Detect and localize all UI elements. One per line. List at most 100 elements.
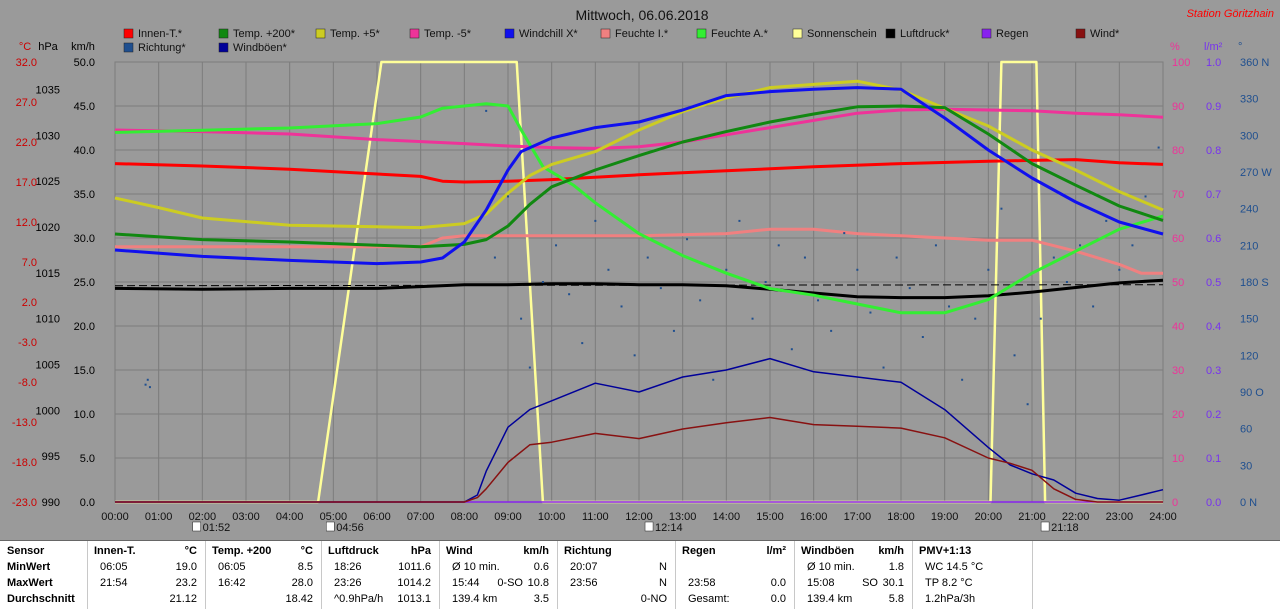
richtung-point-24: [751, 317, 754, 320]
left-tick-1-6: 1005: [36, 360, 60, 372]
stats-cell-row: 18.42: [206, 593, 321, 609]
legend-swatch-1: [218, 28, 229, 39]
stats-group-unit: hPa: [410, 545, 431, 557]
stats-time: Ø 10 min.: [452, 561, 500, 573]
stats-value: 0-NO: [640, 593, 667, 605]
stats-group-title: Windböen: [801, 545, 855, 557]
stats-group-unit: km/h: [523, 545, 549, 557]
stats-cell-row: 15:08 SO 30.1: [795, 577, 912, 593]
left-tick-2-2: 40.0: [74, 145, 95, 157]
stats-time: 139.4 km: [452, 593, 498, 605]
richtung-point-21: [712, 378, 715, 381]
stats-row-min: MinWert: [7, 561, 51, 573]
x-tick-2: 02:00: [189, 511, 217, 523]
left-tick-2-3: 35.0: [74, 189, 95, 201]
marker-label-1: 04:56: [336, 522, 364, 534]
richtung-point-39: [948, 305, 951, 308]
stats-dir: SO: [862, 577, 878, 589]
right-tick-2-6: 180 S: [1240, 277, 1269, 289]
series-temp-5-: [114, 79, 1164, 230]
legend-label-8: Luftdruck*: [900, 28, 950, 40]
richtung-point-49: [1079, 244, 1082, 247]
richtung-point-55: [1157, 146, 1160, 149]
richtung-point-8: [541, 281, 544, 283]
grid: [114, 61, 1164, 503]
richtung-point-23: [738, 219, 741, 222]
stats-time: Gesamt:: [688, 593, 730, 605]
stats-time: 15:08: [807, 577, 835, 589]
richtung-point-17: [659, 287, 662, 290]
right-tick-1-6: 0.4: [1206, 321, 1221, 333]
stats-group-4: Richtung 20:07 N 23:56 N 0-NO: [558, 541, 676, 609]
stats-value: 0.0: [770, 593, 786, 605]
marker-label-0: 01:52: [203, 522, 231, 534]
right-tick-2-12: 0 N: [1240, 497, 1257, 509]
stats-row-max: MaxWert: [7, 577, 53, 589]
series-luftdruck-: [114, 278, 1164, 300]
right-tick-1-7: 0.3: [1206, 365, 1221, 377]
left-axis-title-0: °C: [19, 41, 31, 53]
stats-value: 23.2: [175, 577, 197, 589]
stats-time: 23:58: [688, 577, 716, 589]
legend-label-7: Sonnenschein: [807, 28, 877, 40]
stats-dir: 0-SO: [497, 577, 523, 589]
axes: °C 32.0 27.0 22.0 17.0 12.0 7.0 2.0 -3.0 -8.0 -13.…: [12, 41, 1272, 523]
stats-cell-row: Gesamt: 0.0: [676, 593, 794, 609]
richtung-point-19: [686, 238, 689, 241]
legend-label-5: Feuchte I.*: [615, 28, 669, 40]
stats-group-7: PMV+1:13 WC 14.5 °C TP 8.2 °C 1.2hPa/3h: [913, 541, 1033, 609]
stats-group-title: Temp. +200: [212, 545, 272, 557]
x-tick-13: 13:00: [669, 511, 697, 523]
legend-swatch-11: [123, 42, 134, 53]
stats-group-6: Windböen km/h Ø 10 min. 1.8 15:08 SO 30.1 139.4…: [795, 541, 913, 609]
stats-value: 10.8: [527, 577, 549, 589]
stats-value: 0.6: [533, 561, 549, 573]
chart-background: [0, 0, 1280, 540]
right-tick-1-2: 0.8: [1206, 145, 1221, 157]
x-tick-24: 24:00: [1149, 511, 1177, 523]
richtung-point-46: [1039, 317, 1042, 320]
series-windb-en-: [115, 357, 1164, 503]
stats-cell-row: 23:26 1014.2: [322, 577, 439, 593]
stats-time: 06:05: [218, 561, 246, 573]
stats-value: 5.8: [888, 593, 904, 605]
richtung-point-36: [908, 287, 911, 290]
richtung-point-11: [581, 342, 584, 345]
stats-cell-row: 139.4 km 3.5: [440, 593, 557, 609]
left-tick-0-4: 12.0: [16, 217, 37, 229]
richtung-point-31: [843, 232, 846, 235]
x-tick-8: 08:00: [451, 511, 479, 523]
right-tick-2-11: 30: [1240, 460, 1252, 472]
x-tick-11: 11:00: [582, 511, 609, 523]
stats-value: 18.42: [285, 593, 313, 605]
left-tick-0-2: 22.0: [16, 137, 37, 149]
legend-label-11: Richtung*: [138, 42, 186, 54]
richtung-point-34: [882, 366, 885, 369]
right-tick-1-9: 0.1: [1206, 453, 1221, 465]
right-tick-2-5: 210: [1240, 240, 1258, 252]
richtung-point-29: [817, 299, 820, 302]
stats-value: 1.8: [888, 561, 904, 573]
right-tick-2-1: 330: [1240, 94, 1258, 106]
right-tick-2-10: 60: [1240, 424, 1252, 436]
left-tick-0-10: -18.0: [12, 457, 37, 469]
left-tick-0-9: -13.0: [12, 417, 37, 429]
left-tick-2-0: 50.0: [74, 57, 95, 69]
richtung-point-14: [620, 305, 623, 308]
x-tick-3: 03:00: [232, 511, 260, 523]
richtung-point-33: [869, 311, 872, 314]
right-tick-1-10: 0.0: [1206, 497, 1221, 509]
stats-value: 3.5: [533, 593, 549, 605]
stats-header: Sensor: [7, 545, 45, 557]
stats-value: 19.0: [175, 561, 197, 573]
stats-value: N: [659, 561, 667, 573]
x-tick-20: 20:00: [975, 511, 1003, 523]
stats-cell-row: WC 14.5 °C: [913, 561, 1032, 577]
legend-swatch-3: [409, 28, 420, 39]
right-tick-0-6: 40: [1172, 321, 1184, 333]
right-tick-1-0: 1.0: [1206, 57, 1221, 69]
left-tick-1-8: 995: [42, 451, 60, 463]
x-tick-21: 21:00: [1018, 511, 1046, 523]
legend-swatch-12: [218, 42, 229, 53]
legend-label-1: Temp. +200*: [233, 28, 296, 40]
